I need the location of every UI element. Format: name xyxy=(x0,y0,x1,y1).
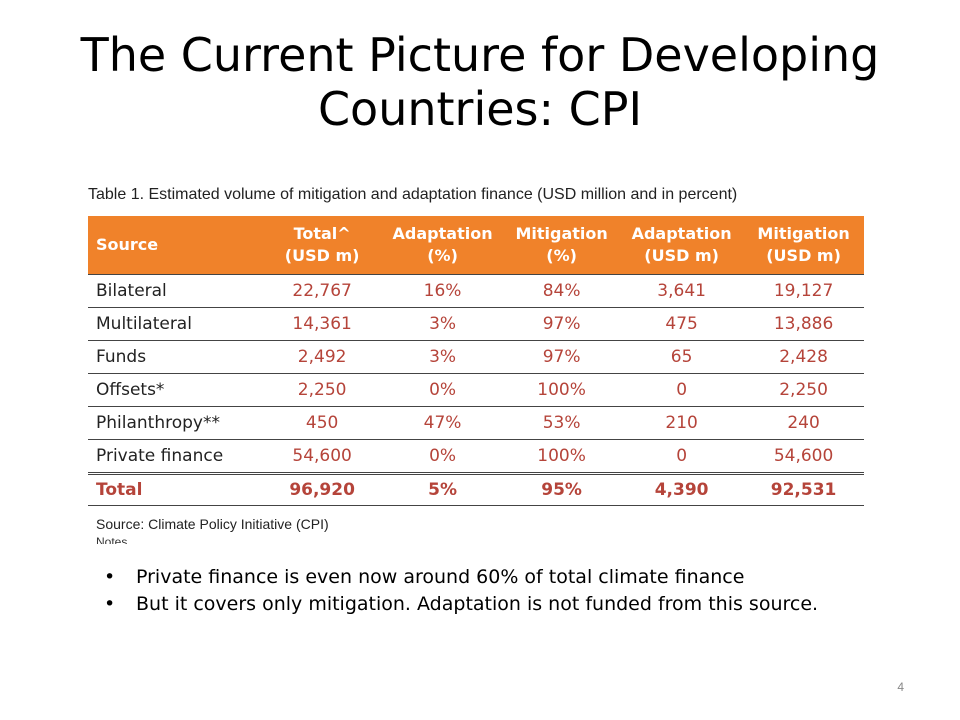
header-total: Total^ (USD m) xyxy=(262,216,382,275)
cell-source: Offsets* xyxy=(88,373,263,407)
table-caption: Table 1. Estimated volume of mitigation … xyxy=(88,186,738,203)
bullet-item: • But it covers only mitigation. Adaptati… xyxy=(104,591,818,618)
total-mitigation-pct: 95% xyxy=(503,472,621,506)
bullet-dot-icon: • xyxy=(104,566,116,588)
total-label: Total xyxy=(88,472,263,506)
table-row: Offsets* 2,250 0% 100% 0 2,250 xyxy=(88,373,864,407)
slide-title: The Current Picture for Developing Count… xyxy=(40,28,920,136)
cell-mitigation-pct: 100% xyxy=(503,439,621,474)
table-note: Notes xyxy=(96,536,128,544)
table-header-row: Source Total^ (USD m) Adaptation (%) Mitig… xyxy=(88,216,864,275)
cell-source: Funds xyxy=(88,340,263,374)
cell-total: 2,250 xyxy=(262,373,382,407)
finance-table: Source Total^ (USD m) Adaptation (%) Mitig… xyxy=(88,216,864,506)
cell-mitigation-usd: 2,250 xyxy=(743,373,864,407)
title-line-2: Countries: CPI xyxy=(317,82,643,136)
cell-total: 22,767 xyxy=(262,274,382,308)
cell-mitigation-usd: 19,127 xyxy=(743,274,864,308)
cell-source: Multilateral xyxy=(88,307,263,341)
cell-total: 54,600 xyxy=(262,439,382,474)
total-total: 96,920 xyxy=(262,472,382,506)
header-adaptation-usd: Adaptation (USD m) xyxy=(620,216,744,275)
cell-adaptation-usd: 65 xyxy=(620,340,744,374)
cell-mitigation-pct: 100% xyxy=(503,373,621,407)
header-source: Source xyxy=(88,216,263,275)
table-row: Funds 2,492 3% 97% 65 2,428 xyxy=(88,340,864,374)
table-source: Source: Climate Policy Initiative (CPI) xyxy=(96,516,329,532)
cell-total: 450 xyxy=(262,406,382,440)
cell-total: 14,361 xyxy=(262,307,382,341)
total-adaptation-usd: 4,390 xyxy=(620,472,744,506)
cell-source: Bilateral xyxy=(88,274,263,308)
header-mitigation-pct: Mitigation (%) xyxy=(503,216,621,275)
table-row: Private finance 54,600 0% 100% 0 54,600 xyxy=(88,439,864,474)
total-adaptation-pct: 5% xyxy=(382,472,504,506)
cell-adaptation-usd: 3,641 xyxy=(620,274,744,308)
table-total-row: Total 96,920 5% 95% 4,390 92,531 xyxy=(88,472,864,506)
page-number: 4 xyxy=(897,680,904,694)
cell-mitigation-pct: 97% xyxy=(503,340,621,374)
bullet-item: • Private finance is even now around 60% … xyxy=(104,564,818,591)
bullet-list: • Private finance is even now around 60% … xyxy=(104,564,818,618)
cell-mitigation-usd: 13,886 xyxy=(743,307,864,341)
cell-adaptation-pct: 16% xyxy=(382,274,504,308)
cell-mitigation-pct: 53% xyxy=(503,406,621,440)
table-row: Philanthropy** 450 47% 53% 210 240 xyxy=(88,406,864,440)
cell-adaptation-pct: 3% xyxy=(382,307,504,341)
cell-total: 2,492 xyxy=(262,340,382,374)
header-adaptation-pct: Adaptation (%) xyxy=(382,216,504,275)
table-row: Multilateral 14,361 3% 97% 475 13,886 xyxy=(88,307,864,341)
cell-mitigation-usd: 54,600 xyxy=(743,439,864,474)
cell-mitigation-usd: 240 xyxy=(743,406,864,440)
cell-mitigation-usd: 2,428 xyxy=(743,340,864,374)
cell-adaptation-usd: 0 xyxy=(620,373,744,407)
title-line-1: The Current Picture for Developing xyxy=(80,28,880,82)
cell-source: Private finance xyxy=(88,439,263,474)
bullet-dot-icon: • xyxy=(104,593,116,615)
cell-adaptation-pct: 0% xyxy=(382,439,504,474)
total-mitigation-usd: 92,531 xyxy=(743,472,864,506)
cell-mitigation-pct: 84% xyxy=(503,274,621,308)
cell-adaptation-usd: 0 xyxy=(620,439,744,474)
cell-source: Philanthropy** xyxy=(88,406,263,440)
cell-adaptation-pct: 3% xyxy=(382,340,504,374)
header-mitigation-usd: Mitigation (USD m) xyxy=(743,216,864,275)
table-row: Bilateral 22,767 16% 84% 3,641 19,127 xyxy=(88,274,864,308)
cell-adaptation-usd: 475 xyxy=(620,307,744,341)
cell-mitigation-pct: 97% xyxy=(503,307,621,341)
cell-adaptation-usd: 210 xyxy=(620,406,744,440)
cell-adaptation-pct: 0% xyxy=(382,373,504,407)
cell-adaptation-pct: 47% xyxy=(382,406,504,440)
